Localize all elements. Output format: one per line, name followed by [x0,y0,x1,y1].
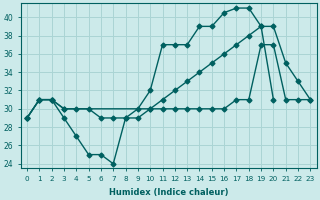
X-axis label: Humidex (Indice chaleur): Humidex (Indice chaleur) [109,188,228,197]
